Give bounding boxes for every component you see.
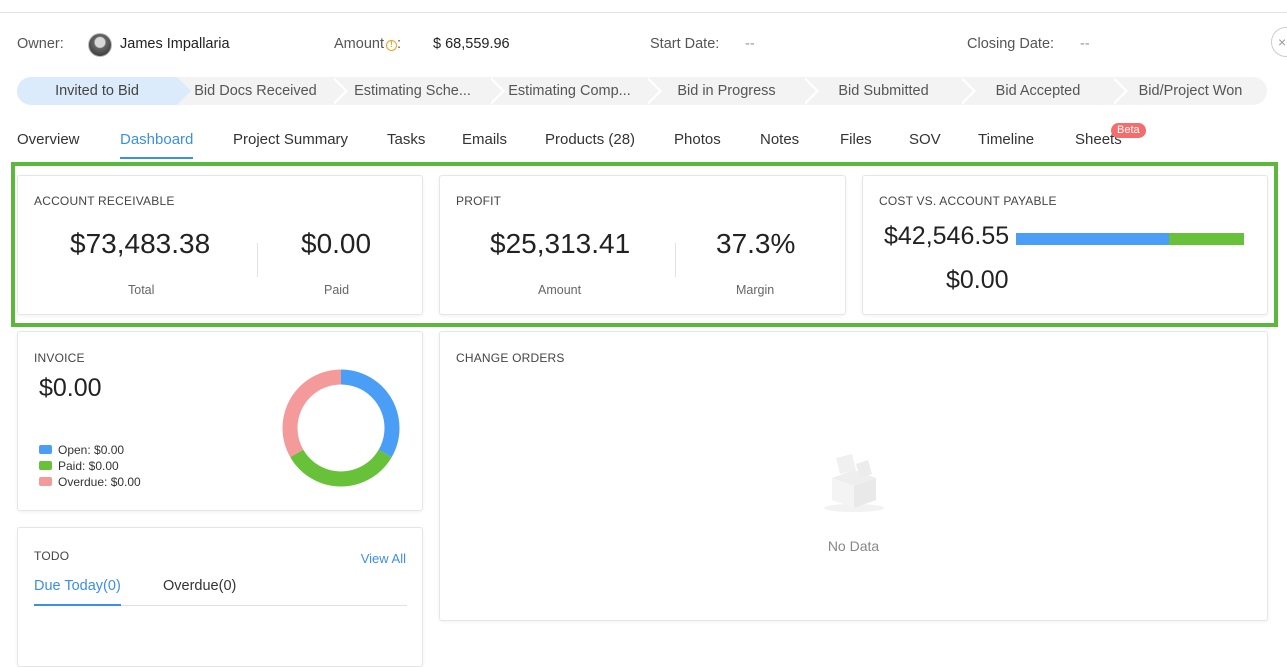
- stage-bid-submitted[interactable]: Bid Submitted: [838, 83, 929, 99]
- ar-paid-label: Paid: [324, 283, 350, 297]
- stage-bid-docs-received[interactable]: Bid Docs Received: [194, 83, 317, 99]
- info-icon[interactable]: !: [385, 40, 397, 51]
- closing-date-label: Closing Date:: [967, 36, 1055, 52]
- divider: [257, 243, 258, 277]
- legend-swatch: [39, 477, 52, 486]
- profit-margin-label: Margin: [736, 283, 775, 297]
- amount-value: $ 68,559.96: [433, 36, 510, 52]
- invoice-donut-chart: [282, 369, 400, 487]
- amount-label: Amount!:: [334, 36, 402, 52]
- legend-swatch: [39, 445, 52, 454]
- invoice-card: INVOICE $0.00 Open: $0.00 Paid: $0.00 Ov…: [17, 331, 423, 511]
- view-all-link[interactable]: View All: [360, 551, 406, 566]
- tab-files[interactable]: Files: [840, 131, 872, 148]
- divider: [675, 243, 676, 277]
- stage-bid-project-won[interactable]: Bid/Project Won: [1138, 83, 1243, 99]
- card-title: PROFIT: [456, 194, 502, 208]
- legend-open: Open: $0.00: [39, 443, 124, 457]
- empty-box-icon: [824, 454, 884, 512]
- beta-badge: Beta: [1111, 123, 1146, 138]
- ar-total-label: Total: [128, 283, 155, 297]
- tab-overview[interactable]: Overview: [17, 131, 80, 148]
- stage-pipeline: Invited to Bid Bid Docs Received Estimat…: [17, 77, 1267, 105]
- change-orders-card: CHANGE ORDERS No Data: [439, 331, 1268, 621]
- stage-estimating-scheduled[interactable]: Estimating Sche...: [354, 83, 471, 99]
- legend-paid: Paid: $0.00: [39, 459, 119, 473]
- tab-sov[interactable]: SOV: [909, 131, 941, 148]
- tab-products[interactable]: Products (28): [545, 131, 636, 148]
- owner-name[interactable]: James Impallaria: [120, 36, 230, 52]
- donut-slice-overdue[interactable]: [282, 369, 400, 487]
- stage-separator: [331, 77, 348, 105]
- legend-overdue: Overdue: $0.00: [39, 475, 141, 489]
- tab-notes[interactable]: Notes: [760, 131, 800, 148]
- cost-vs-payable-card: COST VS. ACCOUNT PAYABLE $42,546.55 $0.0…: [862, 175, 1268, 315]
- tab-project-summary[interactable]: Project Summary: [233, 131, 349, 148]
- card-title: INVOICE: [34, 351, 85, 365]
- avatar[interactable]: [88, 33, 112, 57]
- stage-bid-accepted[interactable]: Bid Accepted: [995, 83, 1081, 99]
- profit-margin-value: 37.3%: [716, 228, 796, 259]
- ar-total-value: $73,483.38: [70, 228, 211, 259]
- payable-value: $0.00: [946, 266, 1009, 294]
- todo-tabs: Due Today(0) Overdue(0): [34, 578, 407, 606]
- stage-separator: [802, 77, 819, 105]
- stage-invited-to-bid[interactable]: Invited to Bid: [17, 77, 191, 105]
- start-date-value[interactable]: --: [745, 36, 755, 52]
- tab-sheets[interactable]: Sheets Beta: [1075, 123, 1146, 148]
- tab-photos[interactable]: Photos: [674, 131, 721, 148]
- project-info-row: Owner: James Impallaria Amount!: $ 68,55…: [17, 33, 1287, 57]
- stage-bid-in-progress[interactable]: Bid in Progress: [677, 83, 776, 99]
- tab-dashboard[interactable]: Dashboard: [120, 131, 194, 159]
- owner-label: Owner:: [17, 36, 64, 52]
- tab-tasks[interactable]: Tasks: [387, 131, 426, 148]
- invoice-total: $0.00: [39, 374, 102, 402]
- todo-card: TODO View All Due Today(0) Overdue(0): [17, 527, 423, 667]
- profit-amount-value: $25,313.41: [490, 228, 631, 259]
- cost-bar-segment: [1016, 233, 1169, 245]
- payable-bar-segment: [1169, 233, 1244, 245]
- ar-paid-value: $0.00: [301, 228, 372, 259]
- card-title: TODO: [34, 549, 70, 563]
- stage-separator: [645, 77, 662, 105]
- card-title: ACCOUNT RECEIVABLE: [34, 194, 175, 208]
- cost-value: $42,546.55: [884, 222, 1010, 250]
- closing-date-value[interactable]: --: [1080, 36, 1090, 52]
- stage-separator: [959, 77, 976, 105]
- stage-separator: [1111, 77, 1128, 105]
- stage-estimating-complete[interactable]: Estimating Comp...: [508, 83, 631, 99]
- donut-slice-paid[interactable]: [282, 369, 400, 487]
- cost-payable-bar: [1016, 233, 1244, 245]
- profit-amount-label: Amount: [538, 283, 582, 297]
- card-title: CHANGE ORDERS: [456, 351, 565, 365]
- top-divider: [0, 12, 1287, 13]
- account-receivable-card: ACCOUNT RECEIVABLE $73,483.38 Total $0.0…: [17, 175, 423, 315]
- stage-separator: [488, 77, 505, 105]
- no-data-text: No Data: [827, 538, 880, 554]
- legend-swatch: [39, 461, 52, 470]
- tab-timeline[interactable]: Timeline: [978, 131, 1035, 148]
- highlight-frame: [11, 162, 1278, 327]
- tab-due-today[interactable]: Due Today(0): [34, 578, 121, 606]
- profit-card: PROFIT $25,313.41 Amount 37.3% Margin: [439, 175, 846, 315]
- tab-emails[interactable]: Emails: [462, 131, 508, 148]
- tab-overdue[interactable]: Overdue(0): [163, 578, 237, 594]
- card-title: COST VS. ACCOUNT PAYABLE: [879, 194, 1057, 208]
- start-date-label: Start Date:: [650, 36, 720, 52]
